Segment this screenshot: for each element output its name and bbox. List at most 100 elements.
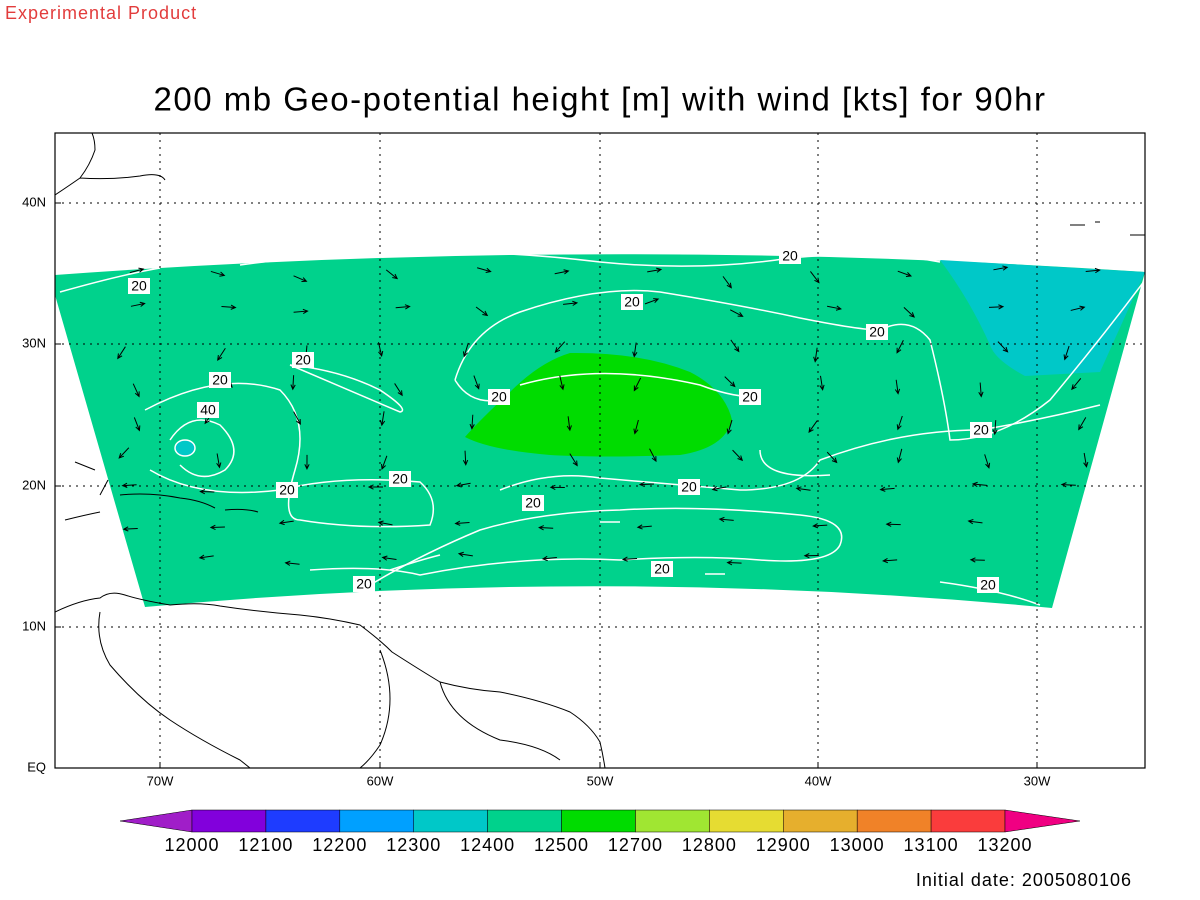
colorbar: 12000 12100 12200 12300 12400 12500 12700 12800… bbox=[119, 809, 1081, 855]
colorbar-box bbox=[413, 809, 488, 833]
wind-arrow bbox=[1083, 452, 1089, 468]
wind-arrow bbox=[130, 301, 146, 307]
wind-arrow bbox=[559, 375, 565, 391]
wind-arrow bbox=[221, 304, 237, 310]
lon-tick-label: 70W bbox=[147, 773, 174, 788]
wind-arrow bbox=[711, 486, 727, 492]
wind-arrow bbox=[377, 520, 393, 526]
colorbar-label: 12000 bbox=[164, 835, 219, 855]
colorbar-label: 12300 bbox=[386, 835, 441, 855]
colorbar-box bbox=[561, 809, 636, 833]
wind-arrow bbox=[992, 420, 998, 436]
title: 200 mb Geo-potential height [m] with win… bbox=[154, 81, 1047, 118]
wind-arrow bbox=[969, 557, 985, 563]
contour-label: 20 bbox=[980, 577, 996, 593]
wind-arrow bbox=[896, 415, 903, 431]
wind-arrow bbox=[903, 307, 915, 318]
wind-arrow bbox=[381, 455, 388, 471]
wind-arrow bbox=[730, 339, 740, 353]
contour-labels: 20 20 20 20 20 20 40 20 20 20 20 20 20 20 20 20 20 bbox=[128, 248, 999, 593]
contour-label-box bbox=[779, 248, 801, 264]
wind-arrow bbox=[290, 375, 296, 391]
contour-label-box bbox=[389, 471, 411, 487]
wind-arrow bbox=[457, 551, 473, 557]
wind-arrow bbox=[632, 342, 638, 358]
colorbar-label: 13100 bbox=[904, 835, 959, 855]
wind-arrow bbox=[118, 447, 130, 459]
wind-arrow bbox=[198, 554, 214, 560]
contour-label-box bbox=[970, 422, 992, 438]
colorbar-label: 12500 bbox=[534, 835, 589, 855]
contour-label: 20 bbox=[356, 576, 372, 592]
grid: 70W 60W 50W 40W 30W EQ 10N 20N 30N 40N bbox=[22, 133, 1145, 788]
wind-arrow bbox=[538, 525, 554, 531]
lon-tick-label: 50W bbox=[587, 773, 614, 788]
wind-arrow bbox=[644, 298, 660, 305]
wind-arrow bbox=[217, 347, 226, 361]
wind-arrow bbox=[210, 270, 226, 277]
contour-label: 20 bbox=[782, 248, 798, 264]
wind-arrow bbox=[633, 419, 639, 435]
wind-arrow bbox=[199, 489, 215, 495]
map-layers bbox=[55, 133, 1145, 768]
contour-label: 20 bbox=[295, 352, 311, 368]
wind-arrow bbox=[636, 524, 652, 530]
contour-label: 20 bbox=[973, 422, 989, 438]
contour-label-box bbox=[128, 278, 150, 294]
wind-arrow bbox=[724, 376, 736, 388]
wind-arrow bbox=[133, 417, 141, 432]
wind-arrow bbox=[554, 269, 570, 275]
wind-arrow bbox=[997, 341, 1009, 353]
wind-arrow bbox=[278, 519, 294, 526]
wind-arrow bbox=[394, 383, 403, 397]
contour-label-box bbox=[522, 495, 544, 511]
lon-tick-label: 30W bbox=[1024, 773, 1051, 788]
contour-label: 20 bbox=[742, 389, 758, 405]
wind-arrow bbox=[477, 267, 492, 273]
wind-arrow bbox=[988, 304, 1005, 310]
wind-arrow bbox=[812, 523, 828, 529]
wind-arrow bbox=[879, 486, 895, 492]
lat-tick-label: 20N bbox=[22, 477, 46, 492]
map-frame bbox=[54, 132, 1146, 769]
wind-arrow bbox=[827, 305, 842, 311]
colorbar-box bbox=[339, 809, 414, 833]
field-spot bbox=[174, 439, 196, 457]
wind-arrow bbox=[978, 382, 984, 398]
wind-arrow bbox=[454, 520, 470, 526]
contour-label: 20 bbox=[491, 389, 507, 405]
wind-arrow bbox=[633, 377, 642, 392]
wind-arrow bbox=[293, 275, 308, 283]
wind-arrow bbox=[896, 448, 903, 464]
wind-arrow bbox=[803, 553, 819, 559]
contour-label: 20 bbox=[654, 561, 670, 577]
contour-label: 20 bbox=[131, 278, 147, 294]
wind-arrow bbox=[726, 419, 733, 435]
wind-arrow bbox=[647, 267, 663, 273]
initial-date: Initial date: 2005080106 bbox=[916, 870, 1132, 890]
wind-arrow bbox=[462, 450, 469, 466]
wind-arrow bbox=[209, 524, 225, 530]
lat-tick-label: EQ bbox=[27, 759, 46, 774]
wind-arrow bbox=[819, 375, 825, 391]
wind-arrow bbox=[293, 308, 309, 315]
wind-arrow bbox=[885, 521, 901, 527]
wind-arrow bbox=[385, 269, 399, 280]
contour-label-box bbox=[488, 389, 510, 405]
colorbar-label: 13000 bbox=[830, 835, 885, 855]
contour-label: 20 bbox=[279, 482, 295, 498]
contour-label-box bbox=[866, 324, 888, 340]
lat-tick-label: 30N bbox=[22, 335, 46, 350]
contour-label: 20 bbox=[624, 294, 640, 310]
wind-arrow bbox=[122, 526, 138, 532]
colorbar-box bbox=[930, 809, 1006, 833]
wind-arrow bbox=[718, 516, 734, 523]
contour-label-box bbox=[651, 561, 673, 577]
wind-arrow bbox=[813, 347, 819, 363]
wind-arrow bbox=[216, 453, 222, 469]
colorbar-label: 12800 bbox=[682, 835, 737, 855]
wind-arrow bbox=[1085, 267, 1101, 274]
wind-arrow bbox=[649, 448, 657, 463]
contour-label: 20 bbox=[681, 479, 697, 495]
